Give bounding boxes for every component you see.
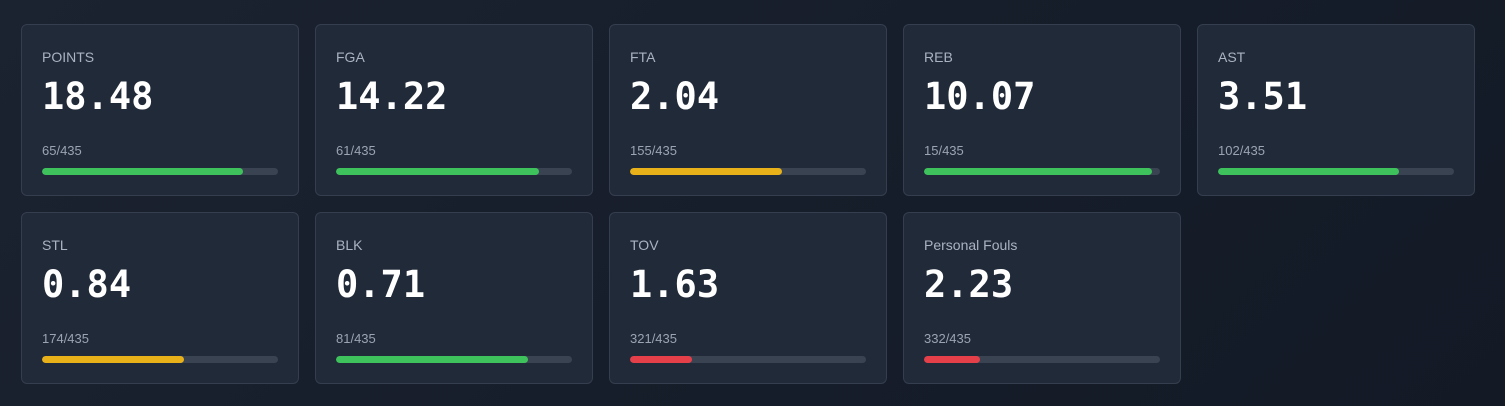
stat-rank: 65/435: [42, 143, 82, 158]
stat-progress-fill: [336, 168, 540, 175]
stat-label: FGA: [336, 49, 365, 65]
stat-progress-bar: [42, 356, 278, 363]
stat-card-blk: BLK 0.71 81/435: [315, 212, 593, 384]
stat-label: Personal Fouls: [924, 237, 1018, 253]
stat-rank: 332/435: [924, 331, 971, 346]
stat-progress-bar: [336, 168, 572, 175]
stat-card-stl: STL 0.84 174/435: [21, 212, 299, 384]
stat-card-fta: FTA 2.04 155/435: [609, 24, 887, 196]
stat-value: 0.84: [42, 263, 132, 306]
stat-card-tov: TOV 1.63 321/435: [609, 212, 887, 384]
stat-rank: 321/435: [630, 331, 677, 346]
stat-rank: 15/435: [924, 143, 964, 158]
stat-progress-bar: [924, 356, 1160, 363]
stat-value: 2.04: [630, 75, 720, 118]
stat-progress-fill: [924, 168, 1153, 175]
stat-label: STL: [42, 237, 68, 253]
stat-card-reb: REB 10.07 15/435: [903, 24, 1181, 196]
stat-progress-bar: [336, 356, 572, 363]
stat-rank: 61/435: [336, 143, 376, 158]
stat-label: BLK: [336, 237, 363, 253]
stat-progress-fill: [42, 168, 244, 175]
stat-progress-fill: [630, 356, 693, 363]
stat-progress-bar: [1218, 168, 1454, 175]
stat-progress-fill: [630, 168, 783, 175]
stat-value: 2.23: [924, 263, 1014, 306]
stat-value: 18.48: [42, 75, 154, 118]
stat-progress-bar: [630, 168, 866, 175]
stat-progress-bar: [630, 356, 866, 363]
stat-rank: 155/435: [630, 143, 677, 158]
stat-label: AST: [1218, 49, 1246, 65]
stat-value: 0.71: [336, 263, 426, 306]
stat-value: 3.51: [1218, 75, 1308, 118]
stat-card-points: POINTS 18.48 65/435: [21, 24, 299, 196]
stat-label: TOV: [630, 237, 659, 253]
stat-label: FTA: [630, 49, 656, 65]
stat-progress-fill: [924, 356, 981, 363]
stat-progress-fill: [42, 356, 185, 363]
stat-card-fga: FGA 14.22 61/435: [315, 24, 593, 196]
stat-value: 14.22: [336, 75, 448, 118]
stat-card-ast: AST 3.51 102/435: [1197, 24, 1475, 196]
stat-rank: 81/435: [336, 331, 376, 346]
stat-rank: 174/435: [42, 331, 89, 346]
stat-progress-bar: [42, 168, 278, 175]
stat-progress-fill: [1218, 168, 1400, 175]
stat-value: 1.63: [630, 263, 720, 306]
stat-card-personal-fouls: Personal Fouls 2.23 332/435: [903, 212, 1181, 384]
stat-label: REB: [924, 49, 953, 65]
stat-label: POINTS: [42, 49, 95, 65]
stat-progress-fill: [336, 356, 529, 363]
stat-value: 10.07: [924, 75, 1036, 118]
stat-grid: POINTS 18.48 65/435 FGA 14.22 61/435 FTA…: [21, 24, 1475, 384]
stat-progress-bar: [924, 168, 1160, 175]
stat-rank: 102/435: [1218, 143, 1265, 158]
